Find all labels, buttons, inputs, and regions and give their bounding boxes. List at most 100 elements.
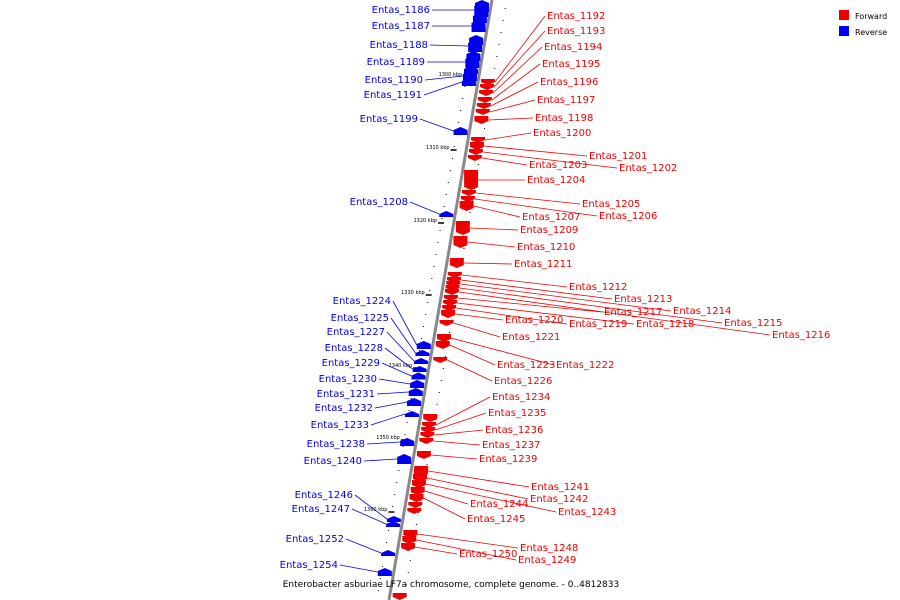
- track-dot: [445, 194, 447, 195]
- track-dot: [407, 572, 409, 573]
- gene-labels: Entas_1186 Entas_1187 Entas_1188 Entas_1189…: [280, 5, 831, 571]
- forward-gene-block: [422, 422, 437, 428]
- forward-gene-block: [420, 432, 435, 438]
- forward-gene-label: Entas_1207: [522, 212, 580, 223]
- forward-gene-block: [411, 480, 426, 488]
- reverse-leader-line: [390, 317, 416, 354]
- forward-gene-label: Entas_1195: [542, 59, 600, 70]
- reverse-gene-label: Entas_1230: [319, 374, 377, 385]
- forward-gene-block: [447, 272, 462, 278]
- track-dot: [394, 494, 396, 495]
- forward-gene-block: [433, 357, 448, 363]
- forward-gene-label: Entas_1242: [530, 494, 588, 505]
- forward-leader-line: [484, 132, 532, 141]
- legend-forward-swatch: [839, 10, 849, 20]
- gene-blocks: [377, 0, 495, 600]
- forward-leader-line: [490, 81, 539, 107]
- reverse-leader-line: [429, 44, 469, 47]
- track-dot: [471, 200, 473, 201]
- track-dot: [398, 470, 400, 471]
- forward-gene-block: [408, 502, 423, 508]
- forward-gene-label: Entas_1211: [514, 259, 572, 270]
- reverse-leader-line: [409, 201, 440, 215]
- forward-leader-line: [426, 477, 529, 500]
- forward-gene-block: [402, 536, 417, 544]
- legend-reverse-swatch: [839, 26, 849, 36]
- reverse-gene-label: Entas_1186: [372, 5, 430, 16]
- forward-gene-block: [476, 103, 491, 109]
- reverse-leader-line: [424, 75, 463, 81]
- forward-leader-line: [459, 287, 723, 324]
- forward-gene-block: [468, 149, 483, 155]
- forward-gene-block: [444, 289, 459, 295]
- forward-gene-label: Entas_1205: [582, 199, 640, 210]
- forward-gene-block: [392, 593, 407, 600]
- reverse-gene-label: Entas_1188: [370, 40, 428, 51]
- forward-gene-block: [423, 414, 438, 422]
- forward-leader-line: [456, 307, 568, 325]
- reverse-leader-line: [392, 300, 418, 346]
- forward-gene-block: [480, 79, 495, 85]
- track-dot: [388, 530, 390, 531]
- reverse-gene-block: [411, 372, 426, 380]
- forward-leader-line: [453, 322, 501, 338]
- kbp-tick-label: 1300 kbp: [439, 72, 463, 78]
- forward-gene-block: [439, 320, 454, 326]
- forward-leader-line: [416, 539, 517, 561]
- reverse-gene-label: Entas_1252: [286, 534, 344, 545]
- reverse-leader-line: [363, 458, 398, 462]
- forward-gene-label: Entas_1214: [673, 306, 731, 317]
- forward-gene-block: [470, 137, 485, 143]
- reverse-gene-block: [416, 341, 431, 349]
- track-dot: [447, 182, 449, 183]
- track-dot: [440, 380, 442, 381]
- forward-leader-line: [460, 283, 672, 312]
- forward-gene-label: Entas_1250: [459, 549, 517, 560]
- track-dot: [451, 158, 453, 159]
- forward-gene-block: [436, 334, 451, 342]
- track-dot: [392, 506, 394, 507]
- track-dot: [404, 434, 406, 435]
- forward-gene-label: Entas_1235: [488, 408, 546, 419]
- reverse-gene-block: [386, 516, 401, 522]
- kbp-tick-label: 1340 kbp: [389, 363, 413, 369]
- forward-gene-label: Entas_1237: [482, 440, 540, 451]
- track-dot: [453, 146, 455, 147]
- forward-gene-block: [469, 142, 484, 150]
- reverse-gene-label: Entas_1187: [372, 21, 430, 32]
- forward-gene-label: Entas_1212: [569, 282, 627, 293]
- forward-leader-line: [433, 440, 481, 446]
- reverse-gene-block: [461, 78, 476, 86]
- forward-leader-line: [449, 344, 496, 366]
- track-dot: [431, 278, 433, 279]
- reverse-gene-block: [414, 358, 429, 364]
- forward-gene-label: Entas_1249: [518, 555, 576, 566]
- reverse-gene-label: Entas_1199: [360, 114, 418, 125]
- track-dot: [437, 242, 439, 243]
- reverse-gene-block: [410, 380, 425, 388]
- track-dot: [463, 248, 465, 249]
- forward-leader-line: [469, 227, 519, 231]
- forward-gene-label: Entas_1210: [517, 242, 575, 253]
- track-dot: [496, 56, 498, 57]
- track-dot: [427, 302, 429, 303]
- forward-gene-block: [459, 201, 474, 211]
- reverse-gene-label: Entas_1227: [327, 327, 385, 338]
- legend-forward-label: Forward: [855, 12, 887, 21]
- reverse-gene-label: Entas_1208: [350, 197, 408, 208]
- forward-gene-label: Entas_1221: [502, 332, 560, 343]
- reverse-leader-line: [370, 413, 406, 426]
- forward-leader-line: [428, 470, 530, 488]
- forward-gene-block: [464, 170, 479, 190]
- track-dot: [504, 8, 506, 9]
- forward-leader-line: [473, 205, 521, 218]
- forward-gene-label: Entas_1194: [544, 42, 602, 53]
- forward-leader-line: [434, 429, 484, 436]
- forward-gene-block: [442, 305, 457, 311]
- kbp-tick-label: 1350 kbp: [376, 435, 400, 441]
- forward-gene-label: Entas_1236: [485, 425, 543, 436]
- forward-leader-line: [423, 497, 466, 520]
- forward-leader-line: [455, 313, 504, 321]
- forward-leader-line: [463, 262, 513, 265]
- forward-gene-block: [467, 155, 482, 161]
